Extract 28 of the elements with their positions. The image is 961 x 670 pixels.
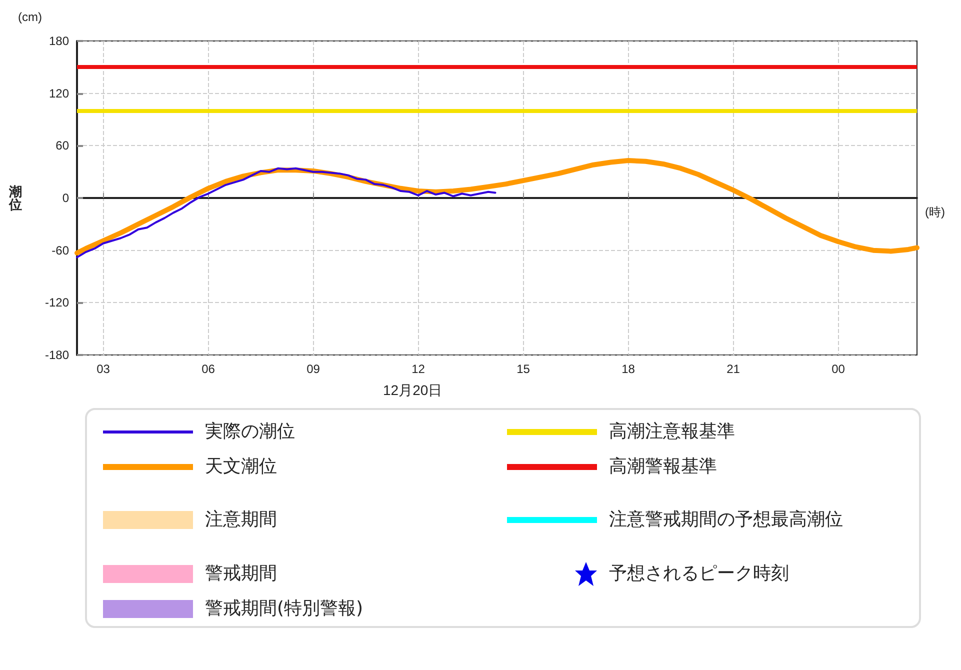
y-tick-label: -180 — [44, 348, 70, 362]
legend-label: 注意期間 — [205, 508, 277, 532]
x-tick-label: 09 — [306, 362, 320, 376]
legend-label: 注意警戒期間の予想最高潮位 — [609, 508, 843, 532]
text: 12月20日 — [383, 382, 442, 398]
legend-label: 高潮警報基準 — [609, 455, 717, 479]
y-tick-label: -60 — [52, 243, 70, 258]
y-tick-label: 120 — [48, 86, 70, 100]
legend-label: 高潮注意報基準 — [609, 420, 735, 444]
x-tick-label: 06 — [202, 362, 216, 376]
x-tick-label: 12 — [412, 362, 426, 376]
x-tick-label: 15 — [516, 362, 530, 376]
x-tick-label: 18 — [622, 362, 636, 376]
legend-label: 天文潮位 — [205, 455, 277, 479]
y-tick-label: 0 — [62, 191, 70, 205]
x-tick-label: 21 — [726, 362, 740, 376]
x-tick-label: 00 — [832, 362, 846, 376]
text: (cm) — [18, 10, 42, 24]
legend-label: 実際の潮位 — [205, 420, 295, 444]
y-tick-label: -120 — [44, 296, 70, 310]
y-tick-label: 180 — [48, 34, 70, 48]
legend-label: 予想されるピーク時刻 — [609, 562, 789, 586]
y-axis-title: 潮位 — [8, 184, 22, 212]
legend-label: 警戒期間(特別警報) — [205, 597, 364, 621]
y-tick-label: 60 — [56, 138, 70, 153]
x-tick-label: 03 — [96, 362, 110, 376]
x-axis-title: (時) — [925, 205, 945, 219]
legend-label: 警戒期間 — [205, 562, 277, 586]
